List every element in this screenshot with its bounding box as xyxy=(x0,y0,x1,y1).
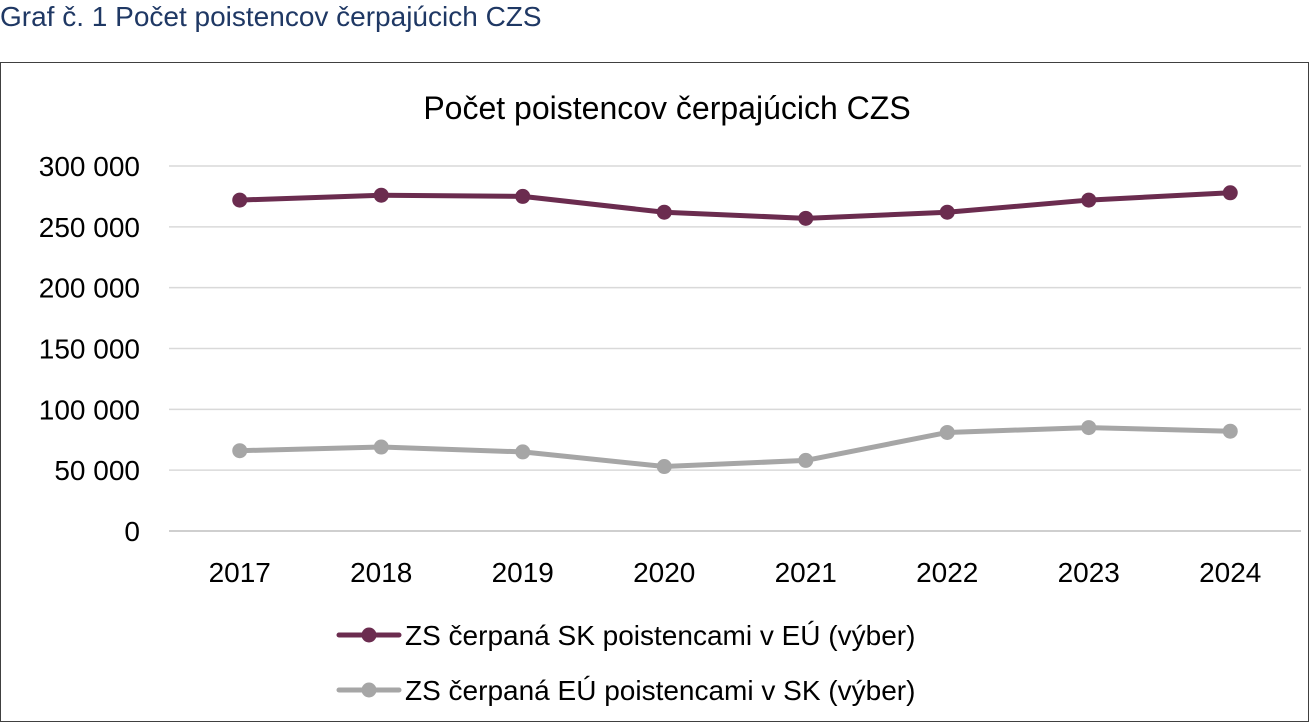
data-point xyxy=(515,188,531,204)
data-point xyxy=(798,210,814,226)
series-2 xyxy=(232,420,1238,475)
data-point xyxy=(1222,185,1238,201)
line-chart: Počet poistencov čerpajúcich CZS 0 50 000… xyxy=(39,90,1301,706)
data-point xyxy=(232,192,248,208)
y-tick-label: 100 000 xyxy=(39,394,140,425)
series-1 xyxy=(232,185,1238,226)
data-point xyxy=(1081,192,1097,208)
x-tick-label: 2019 xyxy=(492,557,554,588)
chart-frame: Počet poistencov čerpajúcich CZS 0 50 000… xyxy=(0,62,1309,722)
data-point xyxy=(798,452,814,468)
x-tick-label: 2021 xyxy=(775,557,837,588)
legend-item: ZS čerpaná SK poistencami v EÚ (výber) xyxy=(336,620,915,651)
data-point xyxy=(656,204,672,220)
series-line xyxy=(237,425,1233,470)
data-point xyxy=(939,424,955,440)
data-point xyxy=(939,204,955,220)
data-point xyxy=(515,444,531,460)
data-point xyxy=(373,187,389,203)
data-point xyxy=(1081,420,1097,436)
legend-label: ZS čerpaná EÚ poistencami v SK (výber) xyxy=(405,675,915,706)
x-tick-label: 2018 xyxy=(350,557,412,588)
data-point xyxy=(373,439,389,455)
legend: ZS čerpaná SK poistencami v EÚ (výber) ZS… xyxy=(336,620,915,706)
figure-caption: Graf č. 1 Počet poistencov čerpajúcich C… xyxy=(0,1,542,32)
x-axis-ticks: 2017 2018 2019 2020 2021 2022 2023 2024 xyxy=(209,557,1262,588)
y-axis-ticks: 0 50 000 100 000 150 000 200 000 250 000 300 0… xyxy=(39,151,140,547)
y-tick-label: 0 xyxy=(124,516,140,547)
series-line xyxy=(237,190,1233,221)
legend-item: ZS čerpaná EÚ poistencami v SK (výber) xyxy=(336,675,915,706)
x-tick-label: 2023 xyxy=(1058,557,1120,588)
legend-swatch-marker xyxy=(361,627,377,643)
x-tick-label: 2017 xyxy=(209,557,271,588)
y-tick-label: 300 000 xyxy=(39,151,140,182)
y-tick-label: 50 000 xyxy=(54,455,140,486)
data-point xyxy=(232,443,248,459)
x-tick-label: 2024 xyxy=(1199,557,1261,588)
x-tick-label: 2020 xyxy=(633,557,695,588)
series-lines xyxy=(232,185,1238,475)
data-point xyxy=(1222,423,1238,439)
legend-label: ZS čerpaná SK poistencami v EÚ (výber) xyxy=(405,620,915,651)
y-tick-label: 150 000 xyxy=(39,334,140,365)
gridlines xyxy=(169,165,1301,532)
chart-title: Počet poistencov čerpajúcich CZS xyxy=(423,90,910,126)
x-tick-label: 2022 xyxy=(916,557,978,588)
legend-swatch-marker xyxy=(361,682,377,698)
y-tick-label: 250 000 xyxy=(39,212,140,243)
y-tick-label: 200 000 xyxy=(39,273,140,304)
data-point xyxy=(656,459,672,475)
